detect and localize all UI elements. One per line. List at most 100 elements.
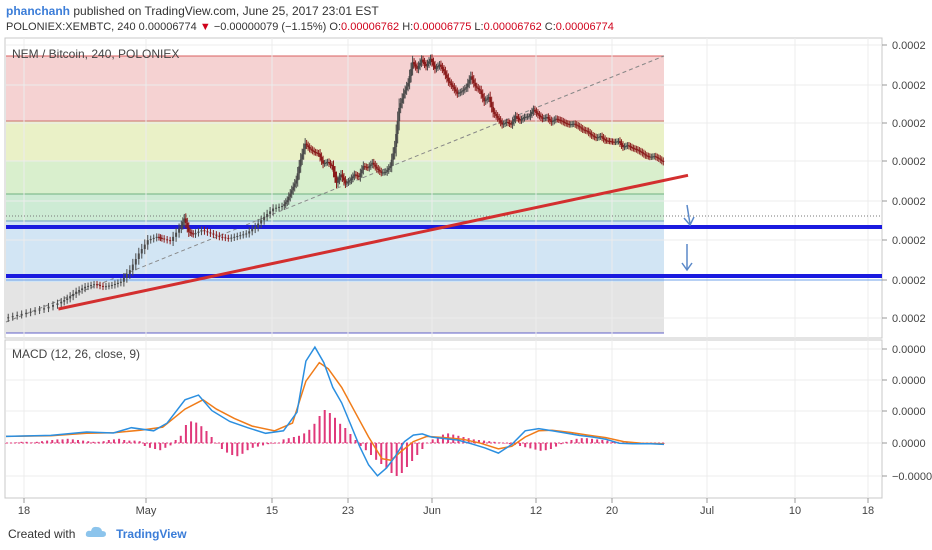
time-tick-label: May xyxy=(136,505,157,517)
candle-body xyxy=(581,128,584,130)
candle-body xyxy=(654,156,657,158)
candle-body xyxy=(60,301,63,304)
tradingview-link[interactable]: TradingView xyxy=(116,527,187,541)
macd-histogram-bar xyxy=(498,442,501,443)
candle-body xyxy=(236,235,239,237)
candle-body xyxy=(298,166,301,174)
candle-body xyxy=(200,230,203,232)
candle-body xyxy=(104,286,107,288)
macd-histogram-bar xyxy=(71,439,74,443)
candle-body xyxy=(416,66,419,69)
author-link[interactable]: phanchanh xyxy=(6,4,71,18)
candle-body xyxy=(183,218,186,222)
macd-histogram-bar xyxy=(328,413,331,443)
candle-body xyxy=(169,240,172,242)
candle-body xyxy=(550,120,553,123)
candle-body xyxy=(380,171,383,173)
macd-histogram-bar xyxy=(575,438,578,443)
fib-zone-top xyxy=(6,56,664,121)
macd-histogram-bar xyxy=(200,426,203,443)
macd-histogram-bar xyxy=(529,443,532,449)
macd-histogram-bar xyxy=(488,441,491,443)
time-axis[interactable]: 18 May 15 23 Jun 12 20 Jul 10 18 xyxy=(18,498,874,517)
macd-histogram-bar xyxy=(344,428,347,443)
macd-histogram-bar xyxy=(241,443,244,454)
red-trendline[interactable] xyxy=(58,173,689,311)
candle-body xyxy=(586,130,589,132)
candle-body xyxy=(501,122,504,125)
candle-body xyxy=(599,136,602,138)
candle-body xyxy=(356,175,359,177)
candle-body xyxy=(308,146,311,149)
macd-histogram-bar xyxy=(477,440,480,443)
candle-body xyxy=(435,67,438,69)
macd-histogram-bar xyxy=(251,443,254,448)
candle-body xyxy=(357,176,360,178)
candle-body xyxy=(542,118,545,120)
macd-title: MACD (12, 26, close, 9) xyxy=(12,347,140,361)
macd-axis[interactable]: 0.0000 0.0000 0.0000 0.0000 −0.0000 xyxy=(882,344,932,483)
price-tick-label: 0.0002 xyxy=(892,235,926,247)
candlestick-series[interactable] xyxy=(7,54,665,322)
candle-body xyxy=(128,270,131,274)
price-axis[interactable]: 0.0002 0.0002 0.0002 0.0002 0.0002 0.0002 0.00… xyxy=(882,40,926,325)
macd-histogram-bar xyxy=(313,423,316,443)
candle-body xyxy=(519,118,522,121)
candle-body xyxy=(405,86,408,91)
down-arrow-annotation-1[interactable] xyxy=(683,204,695,227)
candle-body xyxy=(653,156,656,158)
macd-histogram-bar xyxy=(174,440,177,443)
candle-body xyxy=(462,89,465,92)
candle-body xyxy=(639,151,642,153)
candle-body xyxy=(347,181,350,183)
candle-body xyxy=(407,82,410,87)
candle-body xyxy=(436,66,439,68)
candle-body xyxy=(323,163,326,165)
candle-body xyxy=(642,153,645,155)
macd-histogram-bar xyxy=(369,443,372,455)
macd-histogram-bar xyxy=(107,440,110,443)
price-change: −0.00000079 (−1.15%) xyxy=(213,21,327,33)
candle-body xyxy=(657,157,660,159)
candle-body xyxy=(175,232,178,237)
candle-body xyxy=(242,234,245,236)
footer: Created with TradingView xyxy=(8,524,187,544)
macd-pane[interactable] xyxy=(4,339,883,499)
candle-body xyxy=(447,77,450,82)
candle-body xyxy=(152,237,155,240)
candle-body xyxy=(429,58,432,62)
candle-body xyxy=(624,145,627,147)
high-label: H: xyxy=(402,21,414,33)
candle-body xyxy=(260,220,263,224)
time-tick-label: 12 xyxy=(530,505,542,517)
macd-histogram-bar xyxy=(539,443,542,451)
candle-body xyxy=(511,121,514,125)
candle-body xyxy=(566,123,569,125)
macd-histogram-bar xyxy=(220,443,223,449)
candle-body xyxy=(56,303,59,306)
candle-body xyxy=(11,316,14,318)
down-arrow-annotation-2[interactable] xyxy=(681,244,693,272)
candle-body xyxy=(180,225,183,229)
macd-histogram-bar xyxy=(272,443,275,444)
open-label: O: xyxy=(329,21,342,33)
price-tick-label: 0.0002 xyxy=(892,156,926,168)
candle-body xyxy=(96,284,99,286)
macd-histogram-bar xyxy=(364,443,367,451)
last-price: 0.00006774 xyxy=(138,21,197,33)
candle-body xyxy=(556,118,559,120)
candle-body xyxy=(474,82,477,87)
candle-body xyxy=(290,190,293,194)
candle-body xyxy=(251,229,254,232)
candle-body xyxy=(116,282,119,284)
candle-body xyxy=(374,164,377,167)
fib-diagonal-line xyxy=(5,55,665,323)
macd-histogram-bar xyxy=(549,443,552,449)
time-tick-label: 23 xyxy=(342,505,354,517)
candle-body xyxy=(345,182,348,184)
candle-body xyxy=(336,179,339,183)
candle-body xyxy=(283,204,286,207)
candle-body xyxy=(311,149,314,151)
macd-histogram-bar xyxy=(205,431,208,443)
